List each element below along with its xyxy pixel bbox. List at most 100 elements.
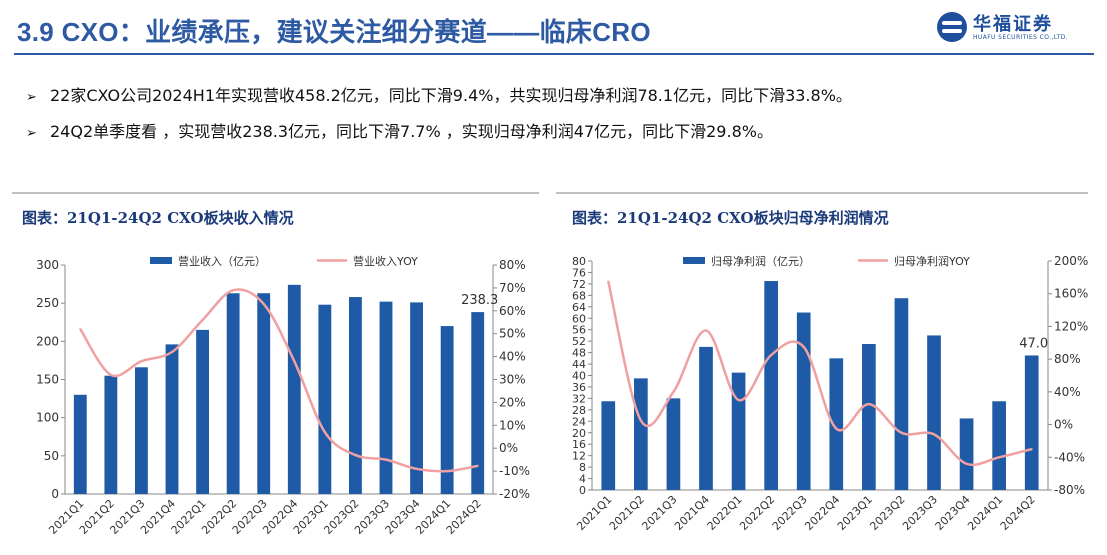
- bullet-arrow-icon: ➢: [26, 90, 37, 105]
- right-chart-top-rule: [556, 192, 1088, 194]
- yoy-line: [607, 281, 1033, 467]
- bar-2023Q1: [318, 304, 332, 494]
- left-tick-label: 200: [36, 334, 59, 348]
- right-tick-label: 200%: [1054, 254, 1088, 268]
- left-tick-label: 64: [572, 301, 586, 314]
- bar-2024Q2: [1024, 355, 1039, 490]
- yoy-point-2022Q1: [201, 318, 204, 321]
- last-bar-data-label: 238.3: [461, 293, 498, 308]
- bullet-text-2: 24Q2单季度看 ，实现营收238.3亿元，同比下滑7.7% ，实现归母净利润4…: [50, 122, 773, 141]
- left-tick-label: 300: [36, 258, 59, 272]
- bar-2023Q1: [862, 344, 876, 490]
- yoy-point-2023Q4: [415, 467, 418, 470]
- bar-2023Q4: [410, 302, 423, 494]
- x-tick-label: 2021Q1: [574, 493, 614, 533]
- bar-2023Q2: [894, 298, 909, 490]
- legend-bar-swatch: [683, 257, 705, 264]
- left-tick-label: 50: [44, 449, 59, 463]
- right-tick-label: 10%: [499, 418, 526, 432]
- left-tick-label: 250: [36, 296, 59, 310]
- left-tick-label: 52: [572, 335, 586, 348]
- bar-2021Q1: [601, 401, 616, 490]
- bar-2023Q3: [927, 335, 941, 490]
- logo-name-cn: 华福证券: [973, 14, 1053, 35]
- yoy-point-2021Q1: [79, 328, 82, 331]
- company-logo: 华福证券 HUAFU SECURITIES CO.,LTD.: [937, 10, 1092, 46]
- left-tick-label: 80: [572, 255, 586, 268]
- left-tick-label: 12: [572, 450, 586, 463]
- bar-2022Q1: [196, 329, 209, 494]
- yoy-point-2022Q2: [770, 354, 773, 357]
- right-tick-label: 160%: [1054, 287, 1088, 301]
- left-tick-label: 72: [572, 278, 586, 291]
- x-tick-label: 2022Q3: [770, 493, 810, 533]
- left-tick-label: 76: [572, 266, 586, 279]
- bar-2021Q1: [73, 394, 87, 494]
- bar-2021Q2: [104, 375, 118, 494]
- left-tick-label: 0: [51, 487, 59, 501]
- left-tick-label: 68: [572, 289, 586, 302]
- left-tick-label: 24: [572, 415, 586, 428]
- x-tick-label: 2022Q4: [802, 493, 842, 533]
- yoy-point-2022Q2: [232, 289, 235, 292]
- right-tick-label: -40%: [1054, 450, 1085, 464]
- x-tick-label: 2022Q1: [705, 493, 745, 533]
- bar-2021Q3: [135, 367, 148, 494]
- legend-bar-label: 归母净利润（亿元）: [711, 254, 810, 268]
- left-tick-label: 8: [579, 461, 586, 474]
- bar-2021Q2: [634, 378, 648, 490]
- x-tick-label: 2023Q2: [867, 493, 907, 533]
- legend-line-label: 营业收入YOY: [353, 254, 418, 268]
- yoy-point-2023Q1: [867, 403, 870, 406]
- right-tick-label: 40%: [499, 350, 526, 364]
- yoy-point-2022Q3: [802, 345, 805, 348]
- right-tick-label: -80%: [1054, 483, 1085, 497]
- right-tick-label: 120%: [1054, 319, 1088, 333]
- yoy-point-2022Q1: [737, 399, 740, 402]
- yoy-point-2023Q2: [900, 431, 903, 434]
- right-tick-label: 20%: [499, 395, 526, 409]
- legend-line-label: 归母净利润YOY: [894, 254, 970, 268]
- x-tick-label: 2021Q2: [607, 493, 647, 533]
- revenue-chart-title: 图表：21Q1-24Q2 CXO板块收入情况: [22, 209, 294, 227]
- yoy-point-2021Q1: [607, 280, 610, 283]
- x-tick-label: 2024Q2: [998, 493, 1038, 533]
- bar-2023Q4: [959, 418, 974, 490]
- revenue-chart: 0 50 100 150 200 250 300 -20% -10% 0% 10% 20% 30% 40%…: [36, 254, 530, 537]
- last-bar-data-label: 47.0: [1019, 336, 1048, 351]
- yoy-line: [79, 288, 478, 473]
- right-tick-label: 50%: [499, 327, 526, 341]
- yoy-point-2023Q1: [323, 431, 326, 434]
- bar-2022Q4: [287, 284, 301, 494]
- left-tick-label: 28: [572, 404, 586, 417]
- bar-2022Q4: [829, 358, 844, 490]
- chart-legend: 营业收入（亿元） 营业收入YOY: [150, 254, 418, 268]
- legend-bar-label: 营业收入（亿元）: [178, 254, 266, 268]
- yoy-point-2023Q4: [965, 462, 968, 465]
- right-tick-label: 80%: [1054, 352, 1081, 366]
- right-tick-label: 0%: [499, 441, 518, 455]
- right-tick-label: 0%: [1054, 418, 1073, 432]
- yoy-point-2023Q3: [385, 458, 387, 461]
- logo-name-en: HUAFU SECURITIES CO.,LTD.: [973, 34, 1069, 41]
- huafu-logo-icon: [937, 12, 967, 42]
- yoy-point-2024Q2: [476, 464, 479, 467]
- title-divider: [14, 53, 1094, 55]
- left-tick-label: 48: [572, 347, 586, 360]
- profit-chart-title: 图表：21Q1-24Q2 CXO板块归母净利润情况: [572, 209, 889, 227]
- left-tick-label: 150: [36, 373, 59, 387]
- right-tick-label: 30%: [499, 373, 526, 387]
- left-tick-label: 36: [572, 381, 586, 394]
- bar-2022Q2: [764, 281, 778, 490]
- bar-2021Q4: [699, 346, 713, 490]
- x-tick-label: 2023Q1: [835, 493, 875, 533]
- legend-bar-swatch: [150, 257, 172, 264]
- yoy-point-2024Q1: [998, 456, 1001, 459]
- yoy-point-2021Q2: [109, 373, 112, 376]
- x-tick-label: 2024Q1: [965, 493, 1005, 533]
- x-tick-label: 2023Q3: [900, 493, 940, 533]
- chart-legend: 归母净利润（亿元） 归母净利润YOY: [683, 254, 970, 268]
- x-tick-label: 2021Q4: [672, 493, 712, 533]
- yoy-point-2024Q1: [446, 470, 449, 473]
- bullet-item-1: ➢ 22家CXO公司2024H1年实现营收458.2亿元，同比下滑9.4%，共实现…: [26, 82, 852, 106]
